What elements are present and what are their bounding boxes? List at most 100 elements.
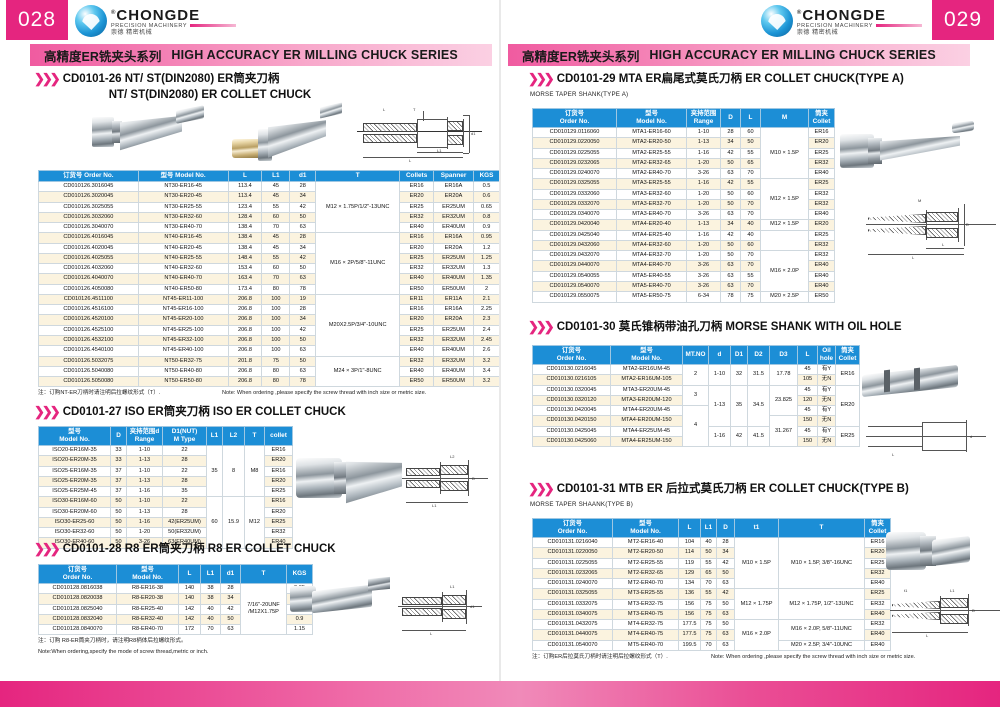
table-cell: ER25 bbox=[835, 425, 860, 448]
table-cell: ER20A bbox=[433, 191, 474, 203]
table-cell: ER32UM bbox=[433, 334, 474, 347]
table-cell: MTA5-ER50-75 bbox=[616, 291, 687, 303]
table-row: CD010126.4050080 NT40-ER50-80 173.4 80 78 ER5… bbox=[38, 283, 500, 295]
section-29-code: CD0101-29 bbox=[556, 73, 616, 85]
chevron-right-icon: ❯❯❯ bbox=[34, 541, 61, 556]
spec-table-28-head: 订货号 Order No. 型号 Model No. L L1 d1 T KGS bbox=[38, 564, 313, 584]
table-cell: ISO30-ER20M-60 bbox=[38, 506, 111, 518]
note-31-cn: 注：订购ER后拉莫氏刀柄时请注明后拉螺纹形式（T）. bbox=[532, 653, 668, 660]
table-cell: MTA3-ER25-55 bbox=[616, 178, 687, 190]
table-cell: M20 × 2.5P, 3/4"-10UNC bbox=[778, 639, 865, 651]
globe-icon bbox=[760, 5, 793, 37]
table-row: CD010129.0225055 MTA2-ER25-55 1-16 42 55 ER25 bbox=[532, 147, 835, 159]
table-cell: 50 bbox=[220, 613, 241, 626]
table-cell: 45 bbox=[261, 242, 291, 254]
table-cell: CD010126.3040070 bbox=[38, 222, 139, 234]
table-cell: CD010128.0832040 bbox=[38, 613, 117, 626]
table-cell: 63 bbox=[289, 222, 317, 234]
table-cell: 50 bbox=[720, 239, 741, 252]
spec-table-28: 订货号 Order No. 型号 Model No. L L1 d1 T KGS C… bbox=[38, 564, 313, 636]
table-cell: 3-26 bbox=[686, 270, 721, 282]
table-cell: 60 bbox=[740, 188, 761, 200]
col-l1: L1 bbox=[200, 564, 221, 584]
col-l: L bbox=[678, 518, 701, 538]
table-cell: CD010129.0332070 bbox=[532, 198, 617, 211]
table-row: CD010130.0216045 MTA2-ER16UM-45 2 1-10 32 31.… bbox=[532, 363, 860, 386]
table-cell: 75 bbox=[700, 598, 717, 610]
table-cell: ER25UM bbox=[433, 201, 474, 213]
table-cell: 42 bbox=[720, 229, 741, 241]
table-cell: 31.5 bbox=[747, 364, 770, 386]
table-cell: 55 bbox=[261, 252, 291, 265]
table-cell: 206.8 bbox=[227, 365, 263, 378]
table-row: CD010126.3020045 NT30-ER20-45 113.4 45 34 ER2… bbox=[38, 191, 500, 203]
table-cell: ER40 bbox=[399, 222, 435, 234]
table-cell: ER20 bbox=[808, 137, 835, 149]
table-row: CD010131.0332075 MT3-ER32-75 156 75 50 ER32 bbox=[532, 598, 891, 610]
table-cell: 60 bbox=[206, 496, 223, 549]
section-28-code: CD0101-28 bbox=[62, 543, 122, 555]
col-collet: 筒夹 Collet bbox=[835, 345, 860, 365]
table-cell: 有Y bbox=[817, 405, 836, 417]
table-cell: 34 bbox=[289, 242, 317, 254]
table-cell: ER25UM bbox=[433, 252, 474, 265]
table-cell: 37 bbox=[110, 486, 127, 498]
table-cell: 0.95 bbox=[473, 232, 500, 244]
table-cell: 120 bbox=[797, 394, 818, 407]
brand-sub: PRECISION MACHINERY bbox=[111, 22, 188, 29]
col-range: 夹持范围d Range bbox=[126, 426, 163, 446]
table-cell: 60 bbox=[740, 126, 761, 139]
table-cell: 42 bbox=[289, 324, 317, 336]
taper-27 bbox=[346, 446, 402, 510]
table-row: CD010129.0116060 MTA1-ER16-60 1-10 28 60 M10 … bbox=[532, 126, 835, 180]
table-cell: 1-13 bbox=[126, 455, 163, 467]
brand-rule bbox=[190, 23, 237, 27]
table-cell: MT5-ER40-70 bbox=[612, 639, 679, 651]
table-cell: ER16A bbox=[433, 232, 474, 244]
table-cell: NT30-ER20-45 bbox=[137, 191, 229, 203]
table-cell: 70 bbox=[700, 639, 717, 651]
table-cell: ER20 bbox=[399, 242, 435, 254]
table-cell: 34 bbox=[716, 547, 735, 559]
table-cell: 55 bbox=[700, 588, 717, 600]
table-cell: CD010128.0840070 bbox=[38, 624, 117, 636]
table-cell: 1-20 bbox=[686, 157, 721, 170]
table-cell: 2 bbox=[473, 283, 500, 295]
table-cell: 4 bbox=[682, 405, 709, 448]
table-cell: NT40-ER25-55 bbox=[137, 252, 229, 265]
table-cell: NT40-ER20-45 bbox=[137, 242, 229, 254]
table-cell: 28 bbox=[289, 304, 317, 316]
table-cell: 34 bbox=[289, 314, 317, 326]
table-cell: 63 bbox=[716, 629, 735, 641]
table-cell: CD010129.0220050 bbox=[532, 137, 617, 149]
table-cell: 42 bbox=[289, 201, 317, 213]
table-cell: NT30-ER40-70 bbox=[137, 222, 229, 234]
table-cell: 172 bbox=[178, 624, 201, 636]
table-cell: 1.15 bbox=[286, 624, 313, 636]
table-cell: 156 bbox=[678, 608, 701, 621]
table-row: CD010126.4040070 NT40-ER40-70 163.4 70 63 ER4… bbox=[38, 273, 500, 285]
table-cell: 28 bbox=[220, 582, 241, 595]
table-row: ISO30-ER32-60 50 1-20 50(ER32UM) ER32 bbox=[38, 527, 293, 539]
table-cell: CD010126.4016045 bbox=[38, 232, 139, 244]
r8-shank-28 bbox=[312, 584, 372, 614]
table-cell: 15.9 bbox=[222, 496, 245, 549]
table-cell: 3-26 bbox=[686, 280, 721, 293]
table-cell: ER25 bbox=[399, 252, 435, 265]
table-cell: 1-20 bbox=[686, 250, 721, 262]
table-cell: 70 bbox=[740, 198, 761, 211]
table-cell: 78 bbox=[720, 291, 741, 303]
table-cell: MTA3-ER20UM-120 bbox=[610, 394, 683, 407]
table-cell: ER32 bbox=[399, 355, 435, 367]
table-cell: 3.4 bbox=[473, 365, 500, 378]
table-cell: R8-ER40-70 bbox=[116, 624, 179, 636]
section-27-code: CD0101-27 bbox=[62, 406, 122, 418]
col-l2: L2 bbox=[222, 426, 245, 446]
page-number-right: 029 bbox=[932, 0, 994, 40]
table-cell: ER32UM bbox=[433, 355, 474, 367]
table-cell: M10 × 1.5P, 3/8"-16UNC bbox=[778, 536, 865, 590]
table-cell: M12 × 1.75P bbox=[734, 588, 779, 621]
col-l1: L1 bbox=[206, 426, 223, 446]
table-cell: 28 bbox=[162, 455, 207, 467]
table-row: CD010126.4032060 NT40-ER32-60 153.4 60 50 ER3… bbox=[38, 263, 500, 275]
